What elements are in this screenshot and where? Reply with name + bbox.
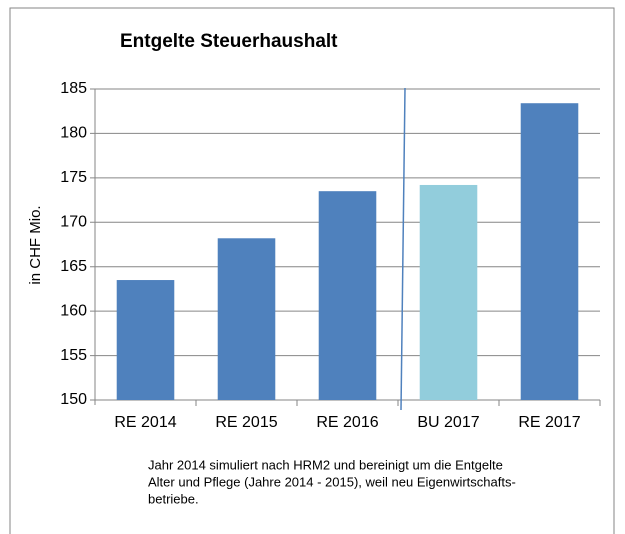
note-line: betriebe. xyxy=(148,491,199,506)
y-tick-label: 185 xyxy=(60,80,87,97)
frame xyxy=(9,7,615,534)
y-tick-label: 180 xyxy=(60,125,87,142)
y-tick-label: 160 xyxy=(60,302,87,319)
x-tick-label: RE 2014 xyxy=(114,414,176,431)
y-axis-label: in CHF Mio. xyxy=(27,205,44,284)
divider xyxy=(400,87,406,411)
y-tick-label: 155 xyxy=(60,347,87,364)
y-tick-label: 175 xyxy=(60,169,87,186)
bar xyxy=(520,103,579,401)
chart-title: Entgelte Steuerhaushalt xyxy=(120,31,338,52)
y-tick-label: 165 xyxy=(60,258,87,275)
y-tick-label: 150 xyxy=(60,391,87,408)
bar xyxy=(318,191,377,400)
note-line: Jahr 2014 simuliert nach HRM2 und berein… xyxy=(148,457,503,472)
x-tick-label: BU 2017 xyxy=(417,414,479,431)
x-tick-label: RE 2016 xyxy=(316,414,378,431)
bar xyxy=(116,280,175,400)
x-tick-label: RE 2017 xyxy=(518,414,580,431)
y-tick-label: 170 xyxy=(60,214,87,231)
note: Jahr 2014 simuliert nach HRM2 und berein… xyxy=(148,457,516,506)
note-line: Alter und Pflege (Jahre 2014 - 2015), we… xyxy=(148,474,516,489)
x-tick-label: RE 2015 xyxy=(215,414,277,431)
bar xyxy=(419,184,478,400)
bar xyxy=(217,238,276,400)
